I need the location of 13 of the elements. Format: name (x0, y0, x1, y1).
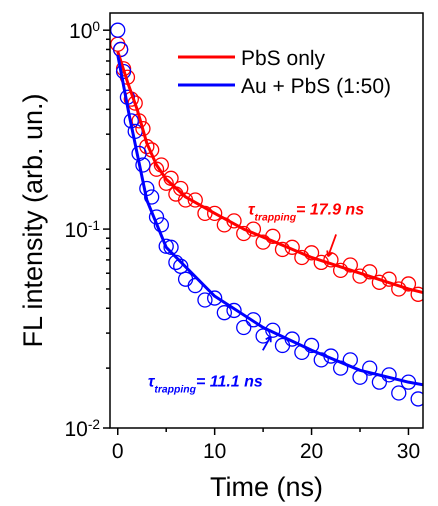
x-axis-title: Time (ns) (210, 472, 323, 502)
y-tick-label: 10$^{0}$ (69, 18, 100, 44)
x-tick-label: 30 (396, 440, 420, 463)
x-tick-label: 10 (202, 440, 226, 463)
y-tick-label: 10$^{-2}$ (64, 416, 100, 441)
x-tick-label: 20 (300, 440, 324, 463)
x-tick-label: 0 (112, 440, 124, 463)
legend-label: PbS only (241, 47, 326, 70)
y-axis-title: FL intensity (arb. un.) (18, 93, 48, 348)
legend-label: Au + PbS (1:50) (241, 75, 392, 98)
y-tick-label: 10$^{-1}$ (64, 218, 100, 242)
annotation: τ$_{trapping}$= 17.9 ns (248, 201, 364, 223)
annotation: τ$_{trapping}$= 11.1 ns (148, 373, 263, 395)
